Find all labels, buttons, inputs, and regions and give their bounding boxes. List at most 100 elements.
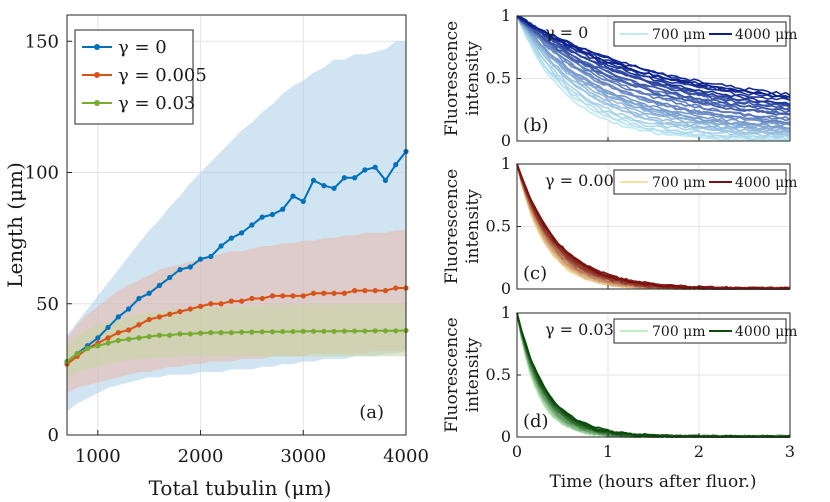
legend-marker	[94, 72, 100, 78]
panel-b-decay-gamma-0: 0 0.5 1 Fluorescence intensity γ = 0 700 μm 400…	[442, 6, 797, 150]
marker-series-2	[393, 328, 399, 334]
marker-series-0	[393, 162, 399, 168]
marker-series-1	[331, 290, 337, 296]
marker-series-2	[197, 330, 204, 336]
marker-series-1	[290, 293, 296, 299]
legend-label: γ = 0.03	[118, 93, 195, 114]
marker-series-1	[126, 327, 132, 333]
marker-series-2	[382, 328, 389, 334]
marker-series-2	[321, 328, 327, 334]
marker-series-0	[177, 267, 183, 273]
decay-curve	[516, 15, 791, 107]
marker-series-2	[362, 328, 368, 334]
line-series-0	[66, 150, 407, 363]
x-tick-label: 0	[512, 442, 522, 461]
y-tick-label: 100	[25, 163, 59, 184]
marker-series-0	[146, 290, 152, 296]
panel-a-legend: γ = 0 γ = 0.005 γ = 0.03	[74, 29, 207, 125]
legend-box	[613, 21, 787, 47]
panel-d-decay-gamma-003: 0 1 2 3 0 0.5 1 Fluorescence intensity γ = 0.03 70…	[442, 303, 797, 461]
marker-series-2	[352, 328, 358, 334]
ylabel-line2: intensity	[463, 337, 483, 412]
decay-curve	[516, 15, 791, 99]
marker-series-1	[280, 293, 286, 299]
marker-series-2	[259, 329, 265, 335]
panel-a-tag: (a)	[359, 402, 384, 423]
marker-series-2	[269, 329, 276, 335]
marker-series-2	[310, 328, 317, 334]
decay-curve	[516, 15, 791, 132]
decay-curve	[516, 163, 791, 290]
x-tick-label: 1	[603, 442, 613, 461]
marker-series-1	[228, 298, 234, 304]
marker-series-1	[105, 335, 111, 341]
marker-series-1	[177, 309, 183, 315]
marker-series-0	[105, 324, 111, 330]
panel-a-series	[64, 148, 409, 367]
marker-series-0	[259, 214, 265, 220]
marker-series-0	[372, 164, 378, 170]
marker-series-2	[177, 331, 183, 337]
marker-series-0	[115, 314, 121, 320]
legend-marker	[94, 44, 100, 50]
ylabel-line1: Fluorescence	[442, 169, 462, 284]
marker-series-0	[187, 264, 193, 270]
decay-curve	[516, 15, 791, 124]
marker-series-2	[208, 330, 214, 336]
ylabel-line1: Fluorescence	[442, 21, 462, 136]
marker-series-2	[126, 336, 132, 342]
panel-a-xlabel: Total tubulin (μm)	[149, 476, 332, 500]
legend-label: γ = 0.005	[118, 65, 207, 86]
marker-series-0	[290, 193, 296, 199]
marker-series-2	[136, 335, 142, 341]
decay-curve	[516, 15, 791, 139]
y-tick-label: 0.5	[486, 217, 511, 236]
marker-series-2	[218, 330, 224, 336]
legend-label-light: 700 μm	[652, 27, 706, 43]
marker-series-1	[300, 293, 306, 299]
y-tick-label: 1	[501, 303, 511, 322]
marker-series-2	[300, 328, 306, 334]
decay-curve	[516, 15, 791, 111]
marker-series-2	[372, 328, 378, 334]
marker-series-0	[321, 183, 327, 189]
marker-series-2	[84, 345, 91, 351]
marker-series-1	[156, 314, 163, 320]
gamma-label: γ = 0.005	[545, 171, 624, 190]
x-tick-label: 3000	[280, 446, 326, 467]
marker-series-1	[239, 298, 245, 304]
panel-d-xlabel: Time (hours after fluor.)	[549, 472, 756, 492]
marker-series-1	[341, 290, 347, 296]
marker-series-2	[146, 333, 152, 340]
y-tick-label: 0	[501, 427, 511, 446]
ylabel-line2: intensity	[463, 41, 483, 116]
marker-series-0	[136, 295, 142, 302]
decay-curve	[516, 15, 791, 112]
y-tick-label: 1	[501, 154, 511, 173]
marker-series-1	[208, 301, 214, 307]
y-tick-label: 50	[36, 294, 59, 315]
marker-series-1	[352, 288, 358, 294]
marker-series-0	[126, 306, 132, 312]
marker-series-2	[228, 330, 234, 336]
marker-series-0	[239, 230, 245, 236]
marker-series-0	[310, 177, 317, 183]
decay-curve	[516, 15, 791, 135]
panel-tag: (d)	[523, 411, 549, 432]
decay-curve	[516, 15, 791, 137]
legend-label: γ = 0	[118, 37, 167, 58]
marker-series-1	[310, 290, 317, 296]
marker-series-1	[269, 293, 276, 299]
legend-label-light: 700 μm	[652, 175, 706, 191]
marker-series-0	[341, 175, 347, 181]
legend-marker	[94, 100, 100, 106]
marker-series-0	[382, 177, 389, 183]
marker-series-1	[197, 303, 204, 309]
marker-series-2	[74, 351, 80, 357]
gamma-label: γ = 0.03	[545, 320, 614, 339]
legend-label-dark: 4000 μm	[735, 324, 797, 340]
decay-curve	[516, 15, 791, 128]
marker-series-1	[372, 288, 378, 294]
marker-series-0	[95, 335, 101, 341]
marker-series-1	[115, 330, 121, 336]
